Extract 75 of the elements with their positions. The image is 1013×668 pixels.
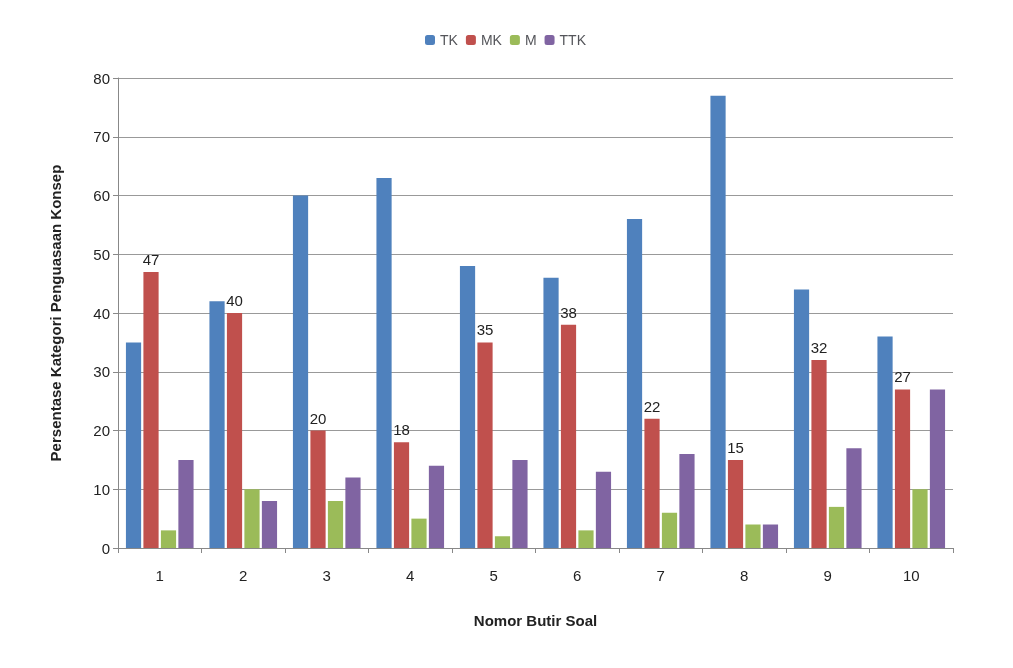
data-label: 20 (309, 409, 327, 427)
data-label: 47 (142, 250, 160, 268)
bar (727, 459, 744, 548)
bar (310, 430, 326, 548)
data-label: 40 (226, 292, 243, 309)
data-label: 18 (393, 421, 410, 439)
bar (292, 195, 309, 548)
y-tick-label: 70 (93, 128, 110, 146)
y-tick-label: 20 (93, 422, 110, 439)
x-axis-title: Nomor Butir Soal (473, 612, 598, 629)
data-label: 27 (894, 368, 911, 386)
x-tick-label: 9 (823, 567, 832, 584)
data-label: 35 (476, 321, 494, 339)
y-tick-label: 30 (93, 363, 110, 381)
bar (143, 271, 159, 548)
x-tick-label: 5 (489, 567, 498, 584)
bar (376, 177, 392, 548)
bar (793, 289, 810, 548)
y-axis-title: Persentase Kategori Penguasaan Konsep (47, 164, 64, 462)
x-tick-label: 7 (656, 567, 665, 584)
bar (560, 324, 577, 548)
x-tick-label: 6 (573, 567, 582, 584)
bar (762, 524, 779, 548)
legend-label: TK (440, 32, 459, 48)
bar (411, 518, 427, 548)
bar (494, 536, 511, 548)
bar (160, 530, 177, 548)
bar (327, 501, 344, 548)
bar (345, 477, 361, 548)
data-label: 38 (560, 303, 577, 321)
bar (877, 336, 893, 548)
bar (178, 459, 194, 548)
y-tick-label: 40 (93, 304, 110, 322)
data-label: 15 (727, 438, 744, 456)
bar (595, 471, 612, 548)
y-tick-label: 50 (93, 245, 110, 263)
bar (578, 530, 594, 548)
bar (244, 489, 260, 548)
y-tick-label: 10 (93, 480, 110, 498)
bar (261, 501, 278, 548)
legend-label: MK (480, 32, 503, 48)
x-tick-label: 4 (406, 567, 415, 584)
bar (912, 489, 928, 548)
bar (661, 512, 678, 548)
bar (626, 219, 643, 548)
bar (811, 360, 827, 548)
bar (745, 524, 761, 548)
bar (828, 506, 845, 548)
bar (894, 389, 911, 548)
x-tick-label: 2 (239, 567, 248, 584)
x-tick-label: 3 (322, 567, 331, 584)
data-label: 32 (810, 339, 828, 356)
bar (125, 342, 142, 548)
data-label: 22 (643, 397, 661, 415)
bar (543, 277, 559, 548)
bar (209, 301, 225, 548)
bar (459, 266, 476, 548)
y-tick-label: 60 (93, 187, 110, 204)
bar (512, 459, 528, 548)
bar (710, 95, 726, 548)
x-tick-label: 10 (902, 567, 920, 584)
y-tick-label: 0 (101, 539, 110, 557)
bar (428, 465, 445, 548)
bar (929, 389, 946, 548)
legend-label: M (524, 32, 537, 48)
bar (846, 448, 862, 548)
bar (477, 342, 493, 548)
y-tick-label: 80 (93, 69, 110, 87)
x-tick-label: 1 (155, 567, 164, 584)
x-tick-label: 8 (740, 567, 749, 584)
bar (393, 442, 410, 548)
bar (644, 418, 660, 548)
bar (679, 454, 695, 548)
bar (226, 313, 243, 548)
legend-label: TTK (559, 32, 587, 48)
